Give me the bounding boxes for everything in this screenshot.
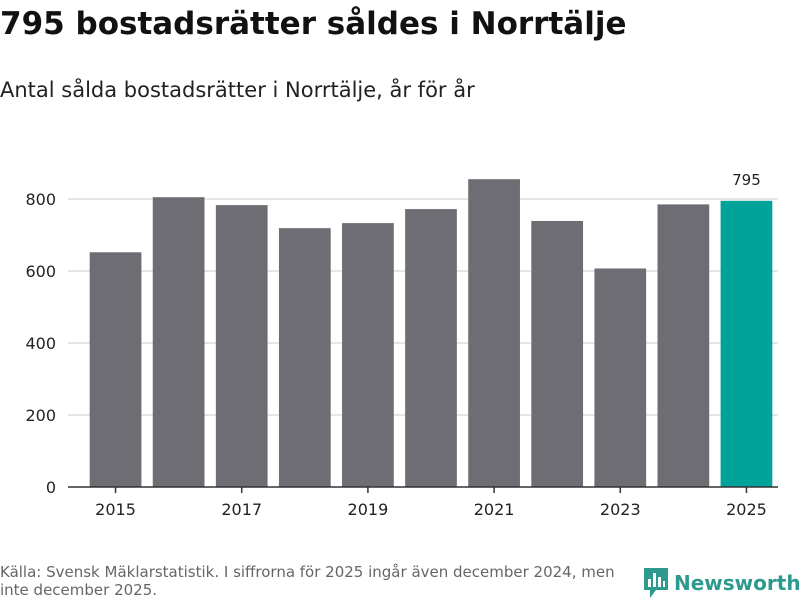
bar-2024 [657,204,710,487]
y-tick-label: 600 [25,262,56,281]
source-note: Källa: Svensk Mäklarstatistik. I siffror… [0,563,615,599]
x-tick-label-2021: 2021 [474,500,515,519]
brand-logo[interactable]: Newsworthy [644,568,800,598]
bar-2022 [531,220,584,487]
y-tick-label: 0 [46,478,56,497]
bar-2021 [468,179,520,487]
y-tick-label: 800 [25,190,56,209]
bar-chart: 0 200 400 600 800 2015 2017 2019 2021 2023 2025 795 [25,171,778,519]
bar-2015 [89,252,142,487]
y-tick-label: 400 [25,334,56,353]
bars [89,179,773,488]
bar-2020 [405,209,457,487]
data-label-2025: 795 [732,171,761,189]
bar-2016 [152,197,205,487]
axes [68,486,778,493]
y-tick-label: 200 [25,406,56,425]
bar-2018 [278,228,331,487]
chart-subtitle: Antal sålda bostadsrätter i Norrtälje, å… [0,78,475,102]
x-tick-label-2015: 2015 [95,500,136,519]
x-tick-label-2019: 2019 [348,500,389,519]
labels: 0 200 400 600 800 2015 2017 2019 2021 2023 2025 795 [25,171,766,519]
brand-name: Newsworthy [674,571,800,595]
chart-title: 795 bostadsrätter såldes i Norrtälje [0,6,627,42]
bar-2019 [342,223,394,487]
bar-2025 [720,200,773,488]
bar-2023 [594,268,647,487]
x-tick-label-2025: 2025 [726,500,767,519]
newsworthy-logo-icon [644,568,668,598]
bar-2017 [215,205,268,487]
x-tick-label-2017: 2017 [221,500,262,519]
x-tick-label-2023: 2023 [600,500,641,519]
